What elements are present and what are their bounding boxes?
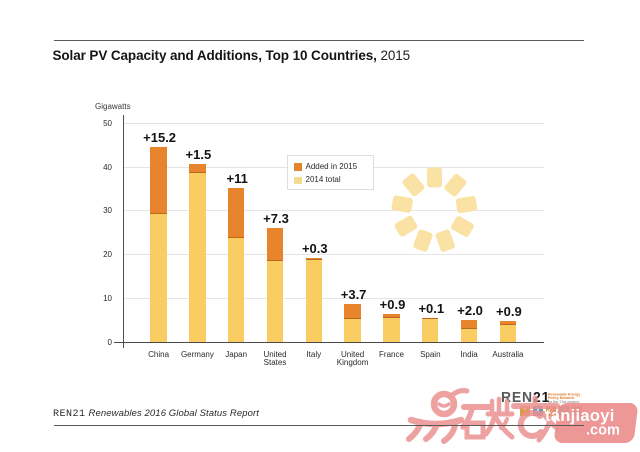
svg-text:.com: .com	[586, 423, 620, 439]
